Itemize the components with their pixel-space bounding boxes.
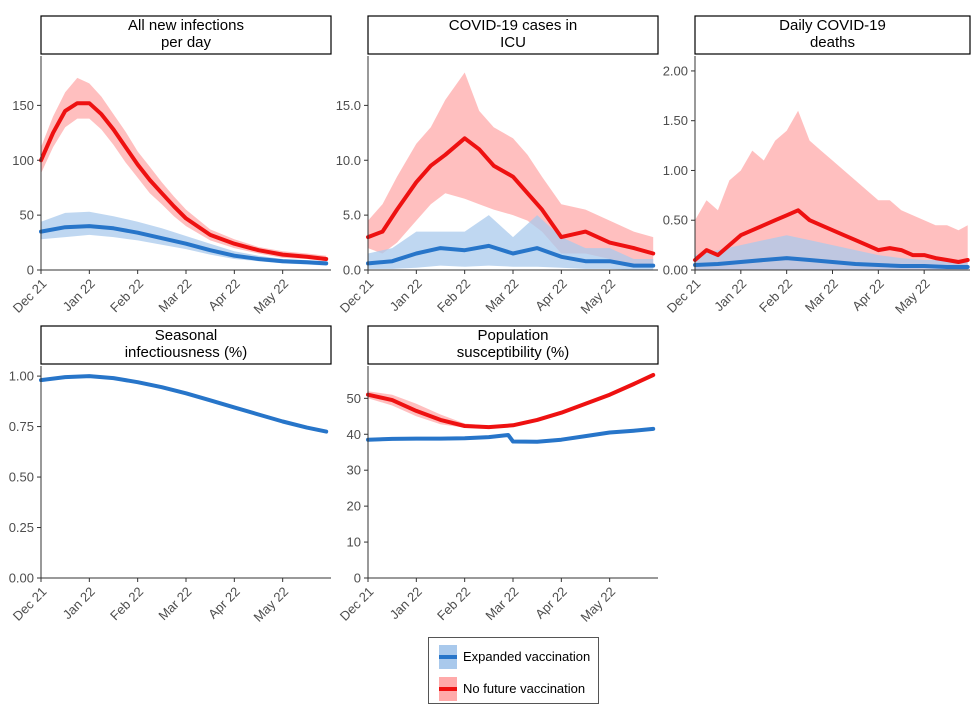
- x-tick-label: Feb 22: [434, 584, 473, 623]
- x-tick-label: Feb 22: [107, 276, 146, 315]
- x-tick-label: Mar 22: [155, 584, 194, 623]
- x-tick-label: Jan 22: [387, 584, 425, 622]
- y-tick-label: 0.75: [9, 419, 34, 434]
- panel-strip: [367, 15, 659, 55]
- x-tick-label: Mar 22: [802, 276, 841, 315]
- panel-title-line: ICU: [500, 34, 526, 51]
- x-tick-label: Mar 22: [482, 276, 521, 315]
- y-tick-label: 0.0: [343, 263, 361, 278]
- legend-item-no-future: No future vaccination: [429, 674, 598, 704]
- x-tick-label: Apr 22: [205, 584, 243, 622]
- x-tick-label: Jan 22: [711, 276, 749, 314]
- x-tick-label: Jan 22: [387, 276, 425, 314]
- series-line-no_future: [693, 208, 970, 264]
- x-tick-label: May 22: [577, 584, 618, 625]
- x-tick-label: Dec 21: [10, 276, 50, 316]
- series-band-no_future: [695, 110, 968, 270]
- x-tick-label: Mar 22: [482, 584, 521, 623]
- y-tick-label: 30: [347, 463, 361, 478]
- y-tick-label: 1.50: [663, 113, 688, 128]
- x-tick-label: May 22: [892, 276, 933, 317]
- x-tick-label: Dec 21: [337, 584, 377, 624]
- y-tick-label: 40: [347, 427, 361, 442]
- legend-line-expanded: [439, 655, 457, 659]
- panel-title-line: Daily COVID-19: [779, 17, 886, 34]
- y-tick-label: 0.50: [663, 213, 688, 228]
- panel-title-line: COVID-19 cases in: [449, 17, 577, 34]
- series-line-expanded: [39, 224, 329, 266]
- y-tick-label: 2.00: [663, 63, 688, 78]
- series-band-no_future: [368, 374, 654, 429]
- panel-title-line: infectiousness (%): [125, 344, 248, 361]
- y-tick-label: 5.0: [343, 208, 361, 223]
- series-line-expanded: [366, 243, 656, 268]
- x-tick-label: Jan 22: [60, 584, 98, 622]
- panel-title-line: susceptibility (%): [457, 344, 570, 361]
- panel-strip: [367, 325, 659, 365]
- y-tick-label: 10.0: [336, 153, 361, 168]
- series-line-no_future: [366, 373, 656, 430]
- x-tick-label: Apr 22: [205, 276, 243, 314]
- x-tick-label: Apr 22: [532, 276, 570, 314]
- panel-title-line: Population: [478, 327, 549, 344]
- legend-key-expanded: [439, 645, 457, 669]
- panel-strip: [40, 15, 332, 55]
- x-tick-label: Feb 22: [756, 276, 795, 315]
- y-tick-label: 0: [354, 571, 361, 586]
- y-tick-label: 0.50: [9, 470, 34, 485]
- y-tick-label: 1.00: [663, 163, 688, 178]
- x-tick-label: Feb 22: [107, 584, 146, 623]
- panel-strip: [40, 325, 332, 365]
- x-tick-label: May 22: [250, 584, 291, 625]
- panel-title-line: Seasonal: [155, 327, 218, 344]
- y-tick-label: 100: [12, 153, 34, 168]
- panel-title-line: All new infections: [128, 17, 244, 34]
- y-tick-label: 15.0: [336, 98, 361, 113]
- series-line-expanded: [693, 256, 970, 269]
- series-line-expanded: [366, 426, 656, 444]
- x-tick-label: Apr 22: [532, 584, 570, 622]
- y-tick-label: 0: [27, 263, 34, 278]
- series-line-expanded: [39, 374, 329, 434]
- y-tick-label: 0.25: [9, 520, 34, 535]
- y-tick-label: 20: [347, 499, 361, 514]
- series-band-no_future: [41, 77, 327, 262]
- legend-key-no-future: [439, 677, 457, 701]
- y-tick-label: 0.00: [663, 263, 688, 278]
- y-tick-label: 50: [20, 208, 34, 223]
- x-tick-label: Jan 22: [60, 276, 98, 314]
- y-tick-label: 50: [347, 391, 361, 406]
- x-tick-label: Dec 21: [337, 276, 377, 316]
- legend-label-expanded: Expanded vaccination: [463, 649, 591, 664]
- legend-line-no-future: [439, 687, 457, 691]
- y-tick-label: 10: [347, 535, 361, 550]
- panel-title-line: per day: [161, 34, 212, 51]
- panel-strip: [694, 15, 971, 55]
- x-tick-label: Dec 21: [664, 276, 704, 316]
- series-line-no_future: [366, 136, 656, 256]
- x-tick-label: May 22: [250, 276, 291, 317]
- x-tick-label: Dec 21: [10, 584, 50, 624]
- legend: Expanded vaccination No future vaccinati…: [428, 637, 599, 704]
- x-tick-label: Apr 22: [849, 276, 887, 314]
- x-tick-label: May 22: [577, 276, 618, 317]
- series-band-expanded: [41, 211, 327, 266]
- legend-item-expanded: Expanded vaccination: [429, 642, 598, 672]
- y-tick-label: 0.00: [9, 571, 34, 586]
- series-band-no_future: [368, 72, 654, 265]
- series-band-expanded: [368, 215, 654, 270]
- y-tick-label: 150: [12, 98, 34, 113]
- series-line-no_future: [39, 101, 329, 261]
- legend-label-no-future: No future vaccination: [463, 681, 586, 696]
- panel-title-line: deaths: [810, 34, 855, 51]
- x-tick-label: Mar 22: [155, 276, 194, 315]
- x-tick-label: Feb 22: [434, 276, 473, 315]
- y-tick-label: 1.00: [9, 369, 34, 384]
